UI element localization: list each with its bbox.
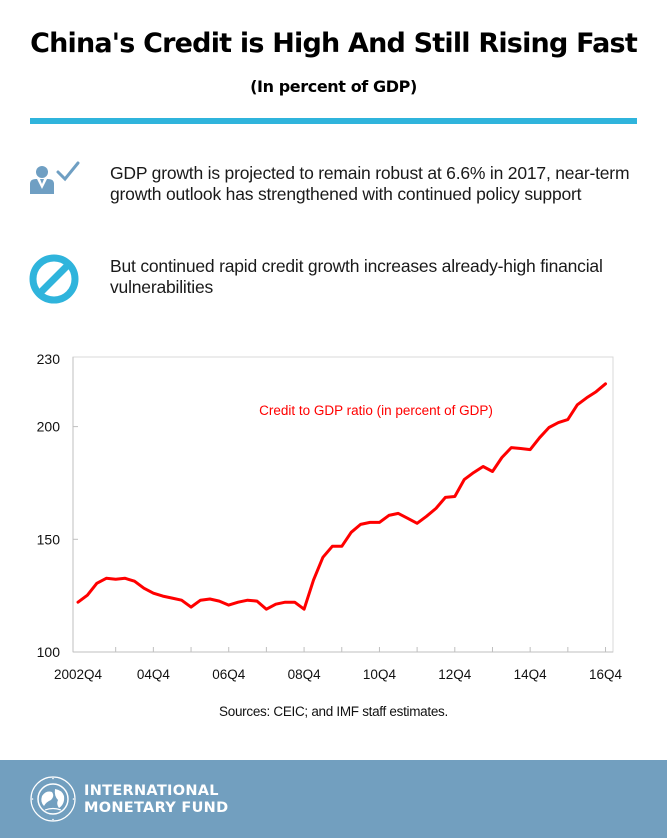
- bullet-text: But continued rapid credit growth increa…: [110, 256, 603, 297]
- org-line-2: MONETARY FUND: [84, 800, 229, 816]
- x-tick-label: 14Q4: [514, 667, 548, 682]
- x-ticks: 2002Q4 04Q4 06Q4 08Q4 10Q4 12Q4 14Q4 16Q4: [54, 647, 623, 682]
- org-line-1: INTERNATIONAL: [84, 783, 219, 799]
- imf-wordmark: INTERNATIONAL MONETARY FUND: [84, 783, 228, 817]
- person-check-icon: [28, 160, 88, 205]
- page-title: China's Credit is High And Still Rising …: [30, 28, 638, 59]
- page-subtitle: (In percent of GDP): [250, 77, 417, 96]
- series-annotation: Credit to GDP ratio (in percent of GDP): [259, 403, 493, 418]
- header-divider: [30, 118, 637, 124]
- prohibited-icon: [28, 252, 82, 311]
- bullet-item: But continued rapid credit growth increa…: [28, 252, 638, 312]
- x-tick-label: 04Q4: [137, 667, 171, 682]
- chart-svg: 100 150 200 230 2002Q4 04Q4 06Q4 08Q4 10Q4 12Q4 1…: [37, 351, 623, 682]
- series-layer: [76, 382, 607, 611]
- x-tick-label: 16Q4: [589, 667, 623, 682]
- y-tick-label: 230: [37, 351, 61, 367]
- y-tick-label: 200: [37, 419, 61, 435]
- imf-seal-icon: [28, 774, 78, 829]
- plot-frame: [72, 356, 614, 653]
- y-ticks: 100 150 200 230: [37, 351, 78, 660]
- y-tick-label: 150: [37, 531, 61, 547]
- y-tick-label: 100: [37, 644, 61, 660]
- x-tick-label: 12Q4: [438, 667, 472, 682]
- sources-note: Sources: CEIC; and IMF staff estimates.: [219, 704, 448, 719]
- bullet-text: GDP growth is projected to remain robust…: [110, 163, 630, 204]
- x-tick-label: 2002Q4: [54, 667, 103, 682]
- x-tick-label: 08Q4: [288, 667, 322, 682]
- x-tick-label: 10Q4: [363, 667, 397, 682]
- credit-chart: 100 150 200 230 2002Q4 04Q4 06Q4 08Q4 10Q4 12Q4 1…: [0, 340, 667, 690]
- bullet-item: GDP growth is projected to remain robust…: [28, 160, 638, 230]
- x-tick-label: 06Q4: [212, 667, 246, 682]
- footer-band: INTERNATIONAL MONETARY FUND: [0, 760, 667, 838]
- series-line: [76, 382, 607, 611]
- chart-axes: [72, 356, 614, 653]
